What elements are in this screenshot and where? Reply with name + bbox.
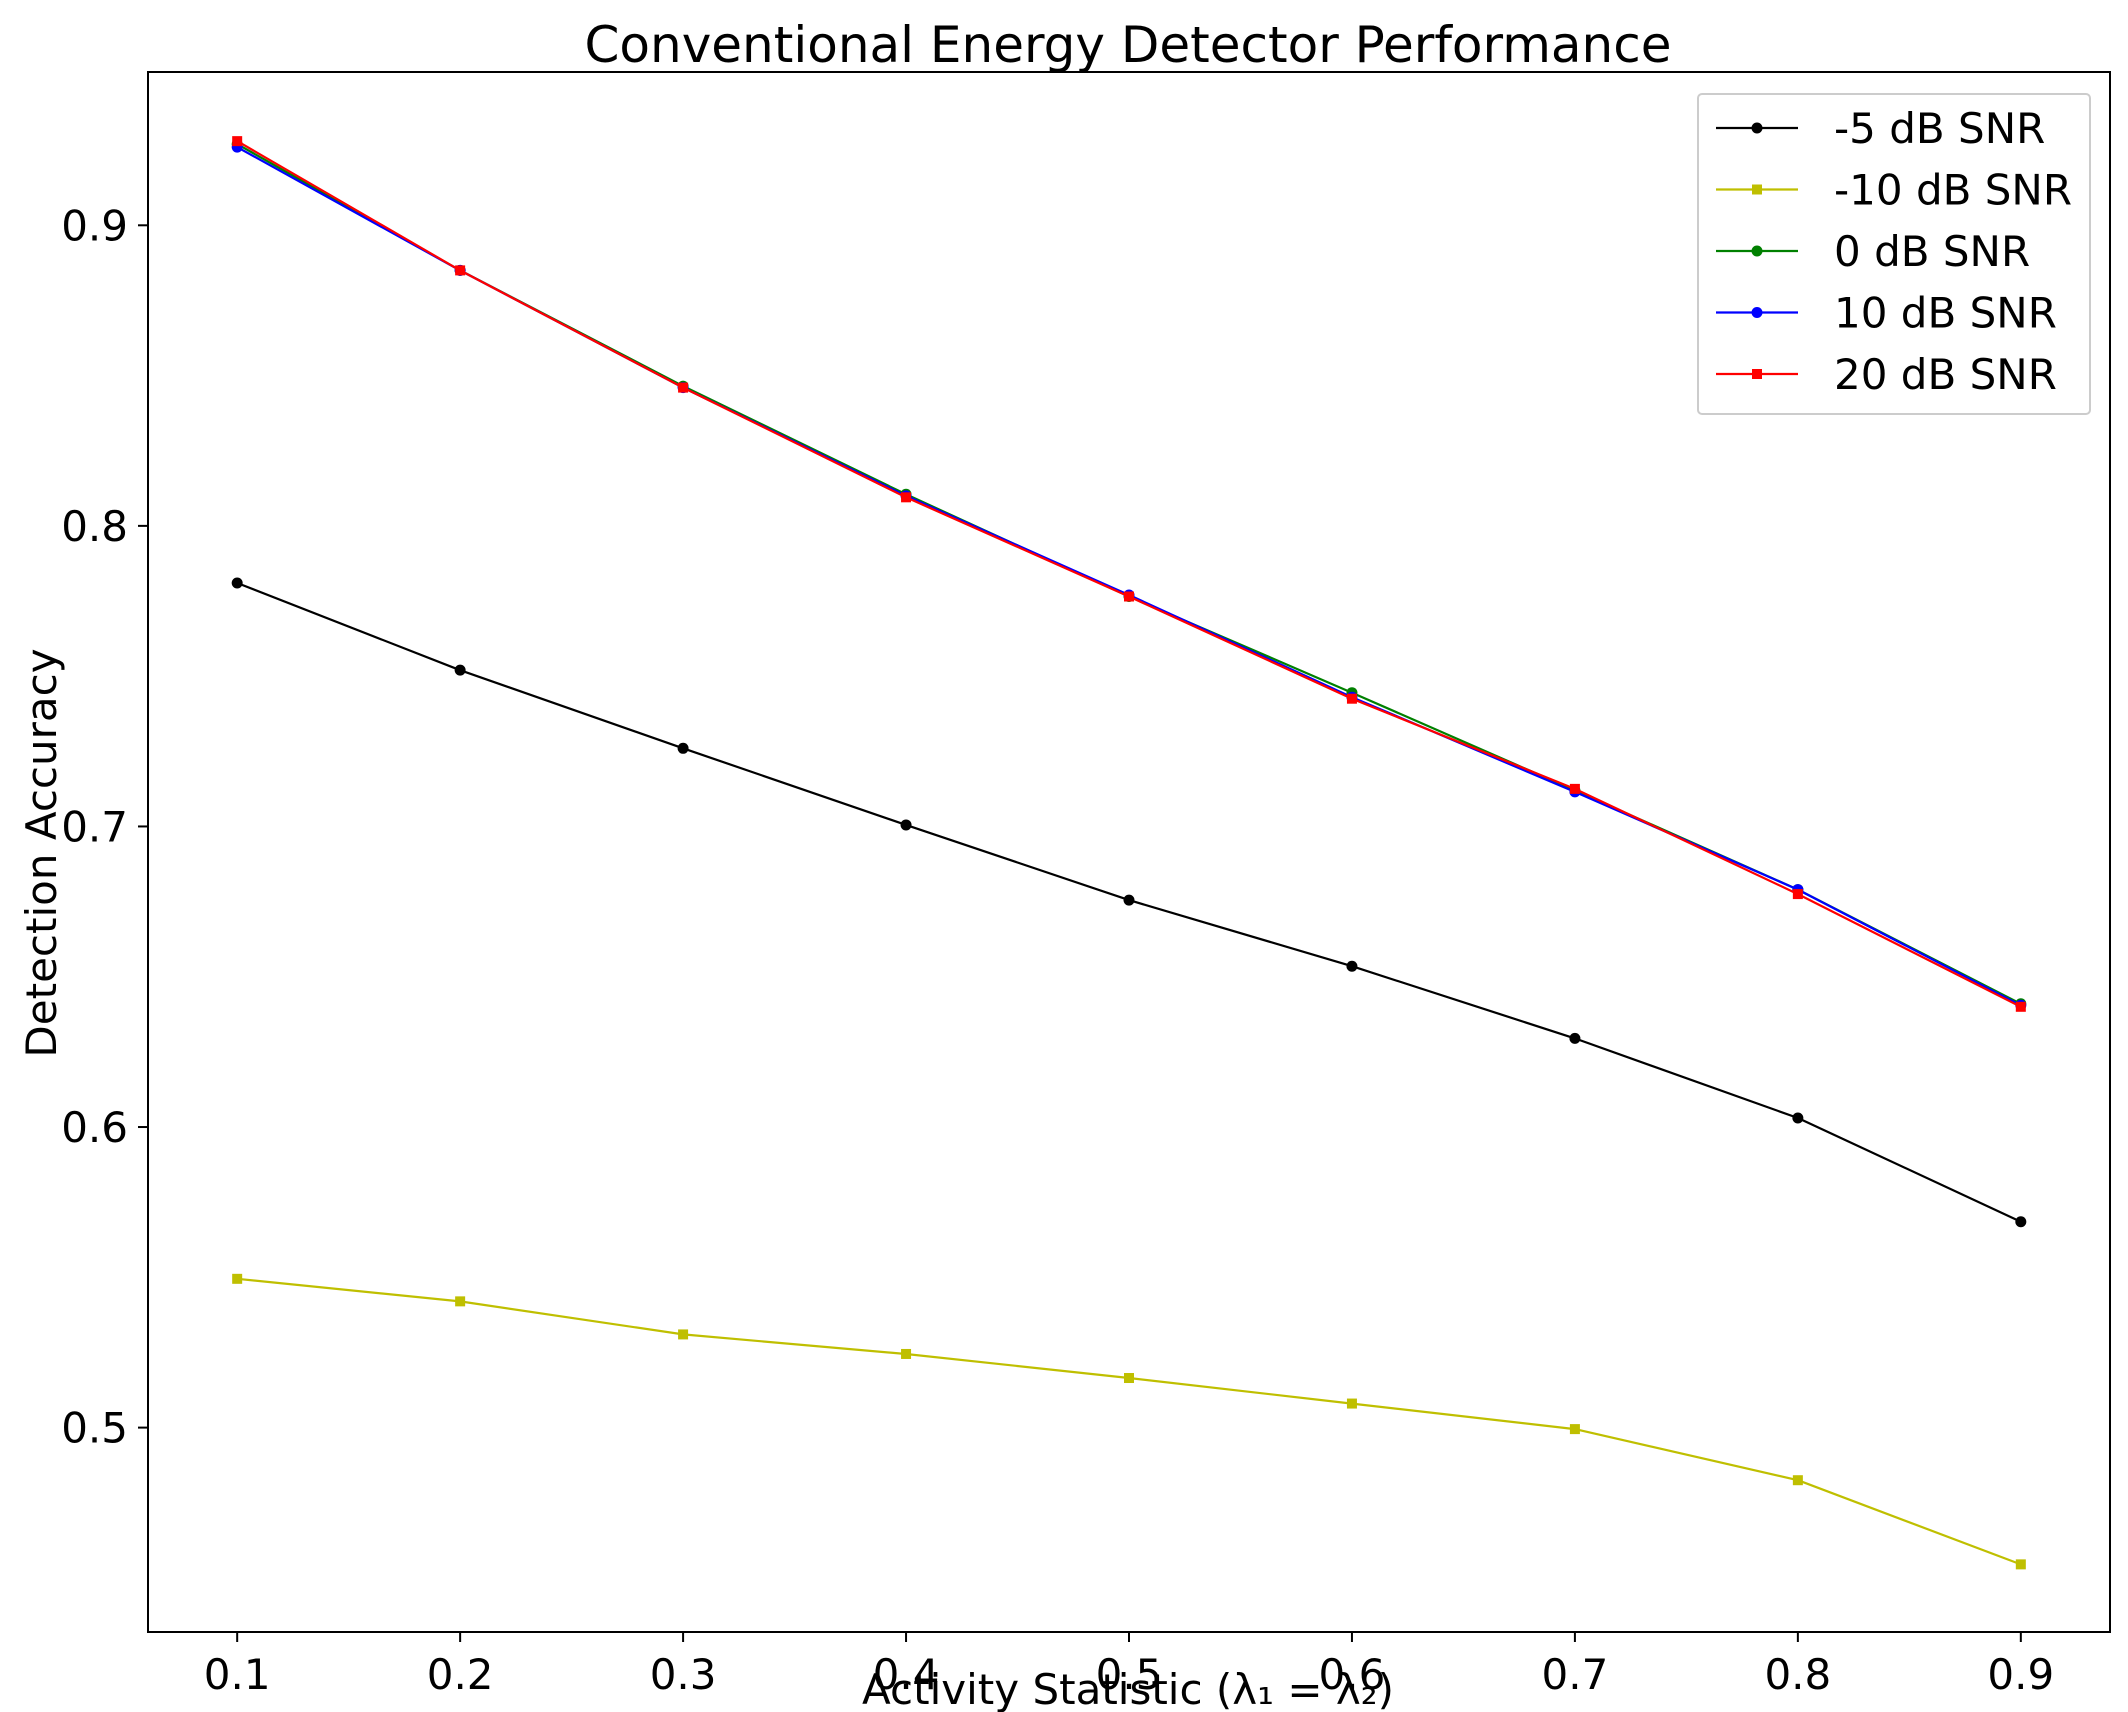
plot-frame [147,71,2111,1633]
data-point [455,1296,466,1307]
legend-swatch-marker [1751,307,1763,318]
legend-entry: -5 dB SNR [1716,104,2045,153]
data-point [901,492,912,503]
data-point [2015,1216,2027,1228]
data-point [901,1348,912,1359]
data-point [1792,1475,1803,1486]
data-point [1569,783,1580,794]
y-tick-label: 0.7 [61,802,128,851]
series-4 [232,136,2026,1012]
legend-label: -5 dB SNR [1834,104,2045,153]
x-axis-label: Activity Statistic (λ₁ = λ₂) [862,1665,1394,1712]
legend-box [1697,93,2091,415]
x-tick-label: 0.4 [873,1650,940,1699]
x-tick-label: 0.2 [427,1650,494,1699]
data-point [1124,591,1134,602]
data-point [2015,1001,2026,1012]
x-tick-label: 0.3 [650,1650,717,1699]
y-tick-label: 0.8 [61,502,128,551]
legend-entry: 20 dB SNR [1716,350,2057,399]
data-point [454,664,466,676]
data-point [1792,1112,1804,1124]
data-point [678,1329,689,1340]
legend-entry: -10 dB SNR [1716,166,2072,215]
y-tick-label: 0.6 [61,1103,128,1152]
data-point [678,382,689,393]
legend-swatch-marker [1751,122,1763,134]
x-tick-label: 0.1 [204,1650,271,1699]
legend-label: 10 dB SNR [1834,289,2057,338]
data-point [231,577,243,589]
x-tick-label: 0.7 [1542,1650,1609,1699]
x-tick-label: 0.6 [1319,1650,1386,1699]
series-0 [231,577,2027,1228]
legend-swatch-marker [1751,245,1763,257]
data-point [2015,1559,2026,1570]
data-point [1346,960,1358,972]
y-tick-label: 0.5 [61,1404,128,1453]
data-point [1346,1398,1357,1409]
legend-entry: 10 dB SNR [1716,289,2057,338]
data-point [1124,1373,1134,1384]
legend-swatch-marker [1752,369,1762,379]
data-point [232,136,243,147]
legend-label: 20 dB SNR [1834,350,2057,399]
y-tick-label: 0.9 [61,201,128,250]
legend-swatch-marker [1752,184,1762,195]
legend-label: -10 dB SNR [1834,166,2072,215]
data-point [1569,1424,1580,1435]
series-1 [232,1273,2026,1570]
x-tick-label: 0.9 [1987,1650,2054,1699]
data-point [1792,889,1803,900]
legend-label: 0 dB SNR [1834,227,2030,276]
y-axis-label: Detection Accuracy [17,648,66,1057]
data-point [900,819,912,831]
legend-entry: 0 dB SNR [1716,227,2030,276]
x-tick-label: 0.8 [1764,1650,1831,1699]
data-point [1123,894,1135,906]
data-point [232,1273,243,1284]
chart-title: Conventional Energy Detector Performance [585,16,1672,74]
data-point [1569,1032,1581,1044]
data-point [677,742,689,754]
data-point [1346,693,1357,704]
x-tick-label: 0.5 [1096,1650,1163,1699]
data-point [455,265,466,276]
